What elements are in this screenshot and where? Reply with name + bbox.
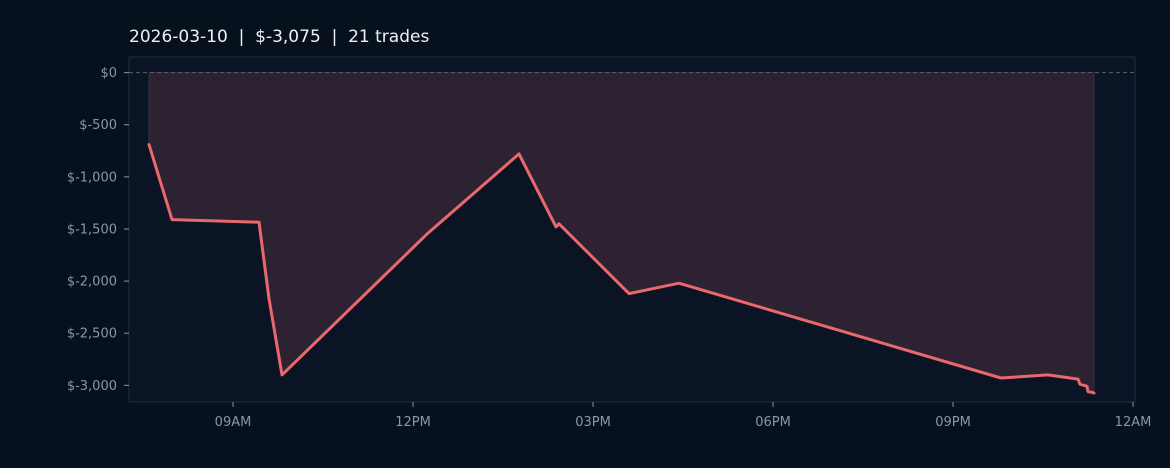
x-axis: 09AM 12PM 03PM 06PM 09PM 12AM — [215, 402, 1152, 430]
x-tick-label: 12AM — [1115, 415, 1152, 430]
y-tick-label: $-3,000 — [67, 379, 117, 394]
y-tick-label: $-2,500 — [67, 327, 117, 342]
y-tick-label: $0 — [100, 66, 117, 81]
chart-title: 2026-03-10 | $-3,075 | 21 trades — [129, 27, 429, 47]
y-tick-label: $-2,000 — [67, 275, 117, 290]
y-axis: $0 $-500 $-1,000 $-1,500 $-2,000 $-2,500 $-3,0… — [67, 66, 129, 394]
y-tick-label: $-1,500 — [67, 222, 117, 237]
y-tick-label: $-500 — [79, 118, 117, 133]
series-line — [147, 143, 1096, 395]
x-tick-label: 09PM — [935, 415, 971, 430]
y-tick-label: $-1,000 — [67, 170, 117, 185]
x-tick-label: 12PM — [395, 415, 431, 430]
x-tick-label: 09AM — [215, 415, 252, 430]
series-line-layer — [147, 143, 1096, 395]
x-tick-label: 06PM — [755, 415, 791, 430]
x-tick-label: 03PM — [575, 415, 611, 430]
